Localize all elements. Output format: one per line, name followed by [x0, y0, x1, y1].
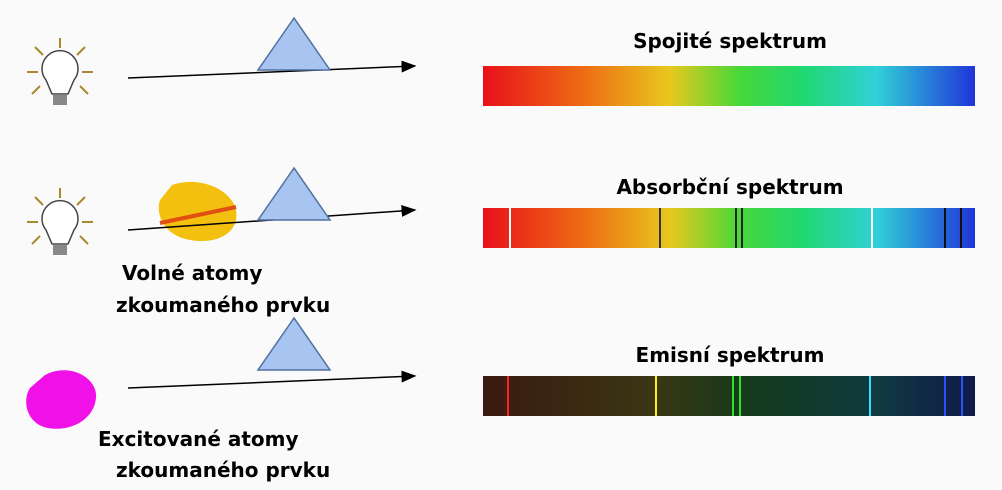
spectrum-title: Absorbční spektrum: [616, 175, 843, 199]
absorption-spectrum: [483, 208, 975, 248]
source-label: Volné atomy: [122, 261, 262, 285]
source-label: zkoumaného prvku: [116, 293, 330, 317]
continuous-spectrum: [483, 66, 975, 106]
spectrum-title: Spojité spektrum: [633, 29, 827, 53]
spectra-diagram: Spojité spektrum Absorbční spektrum Voln…: [0, 0, 1002, 490]
source-label: zkoumaného prvku: [116, 458, 330, 482]
source-label: Excitované atomy: [98, 427, 299, 451]
spectrum-title: Emisní spektrum: [636, 343, 825, 367]
emission-spectrum: [483, 376, 975, 416]
